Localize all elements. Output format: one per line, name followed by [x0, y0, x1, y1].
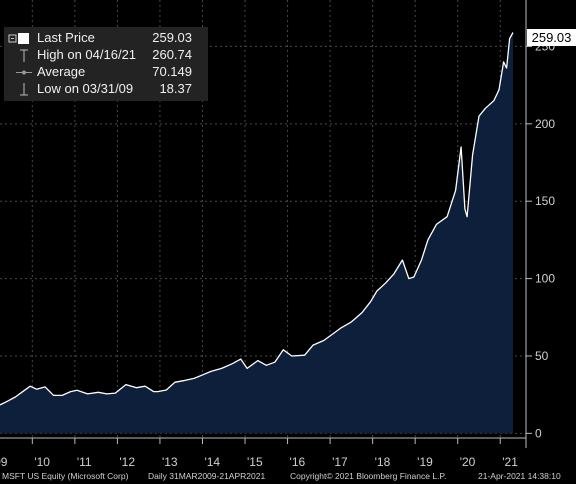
y-tick-label: 0	[535, 426, 542, 440]
price-area-fill	[0, 32, 513, 434]
legend-label: High on 04/16/21	[37, 47, 137, 62]
y-tick-label: 200	[535, 117, 555, 131]
footer-bar: MSFT US Equity (Microsoft Corp) Daily 31…	[0, 469, 576, 484]
legend-low: Low on 03/31/09 18.37	[4, 81, 208, 98]
x-tick-label: '17	[332, 455, 348, 469]
legend-average: Average 70.149	[4, 64, 208, 81]
legend-label: Average	[37, 64, 86, 79]
last-price-tag: 259.03	[527, 29, 576, 46]
legend-value: 259.03	[152, 30, 192, 45]
x-tick-label: '15	[247, 455, 263, 469]
x-tick-label: '18	[375, 455, 391, 469]
legend-collapse-icon[interactable]	[8, 31, 36, 46]
y-tick-label: 50	[535, 349, 549, 363]
x-tick-label: '16	[290, 455, 306, 469]
legend-value: 70.149	[152, 64, 192, 79]
x-tick-label: '19	[417, 455, 433, 469]
legend-label: Last Price	[37, 30, 95, 45]
legend-high: High on 04/16/21 260.74	[4, 47, 208, 64]
legend-label: Low on 03/31/09	[37, 81, 134, 96]
legend-value: 260.74	[152, 47, 192, 62]
legend-last-price: Last Price 259.03	[4, 30, 208, 47]
x-tick-label: '21	[502, 455, 518, 469]
x-tick-label: '09	[0, 455, 8, 469]
x-tick-label: '11	[77, 455, 92, 469]
x-tick-label: '10	[34, 455, 50, 469]
legend: Last Price 259.03 High on 04/16/21 260.7…	[4, 27, 208, 101]
high-marker-icon	[20, 49, 28, 62]
security-name: MSFT US Equity (Microsoft Corp)	[2, 471, 129, 481]
x-tick-label: '14	[204, 455, 220, 469]
date-range: Daily 31MAR2009-21APR2021	[148, 471, 266, 481]
low-marker-icon	[20, 83, 28, 96]
legend-value: 18.37	[159, 81, 192, 96]
x-axis: '09 '10 '11 '12 '13 '14 '15 '16 '17 '18 '19 '20 '21	[0, 437, 526, 469]
x-tick-label: '12	[119, 455, 135, 469]
average-marker-icon	[16, 70, 32, 75]
x-tick-label: '20	[460, 455, 476, 469]
price-line	[0, 32, 514, 406]
x-tick-label: '13	[162, 455, 178, 469]
y-tick-label: 150	[535, 194, 555, 208]
timestamp: 21-Apr-2021 14:38:10	[478, 471, 561, 481]
y-tick-label: 100	[535, 272, 555, 286]
copyright: Copyright© 2021 Bloomberg Finance L.P.	[290, 471, 447, 481]
